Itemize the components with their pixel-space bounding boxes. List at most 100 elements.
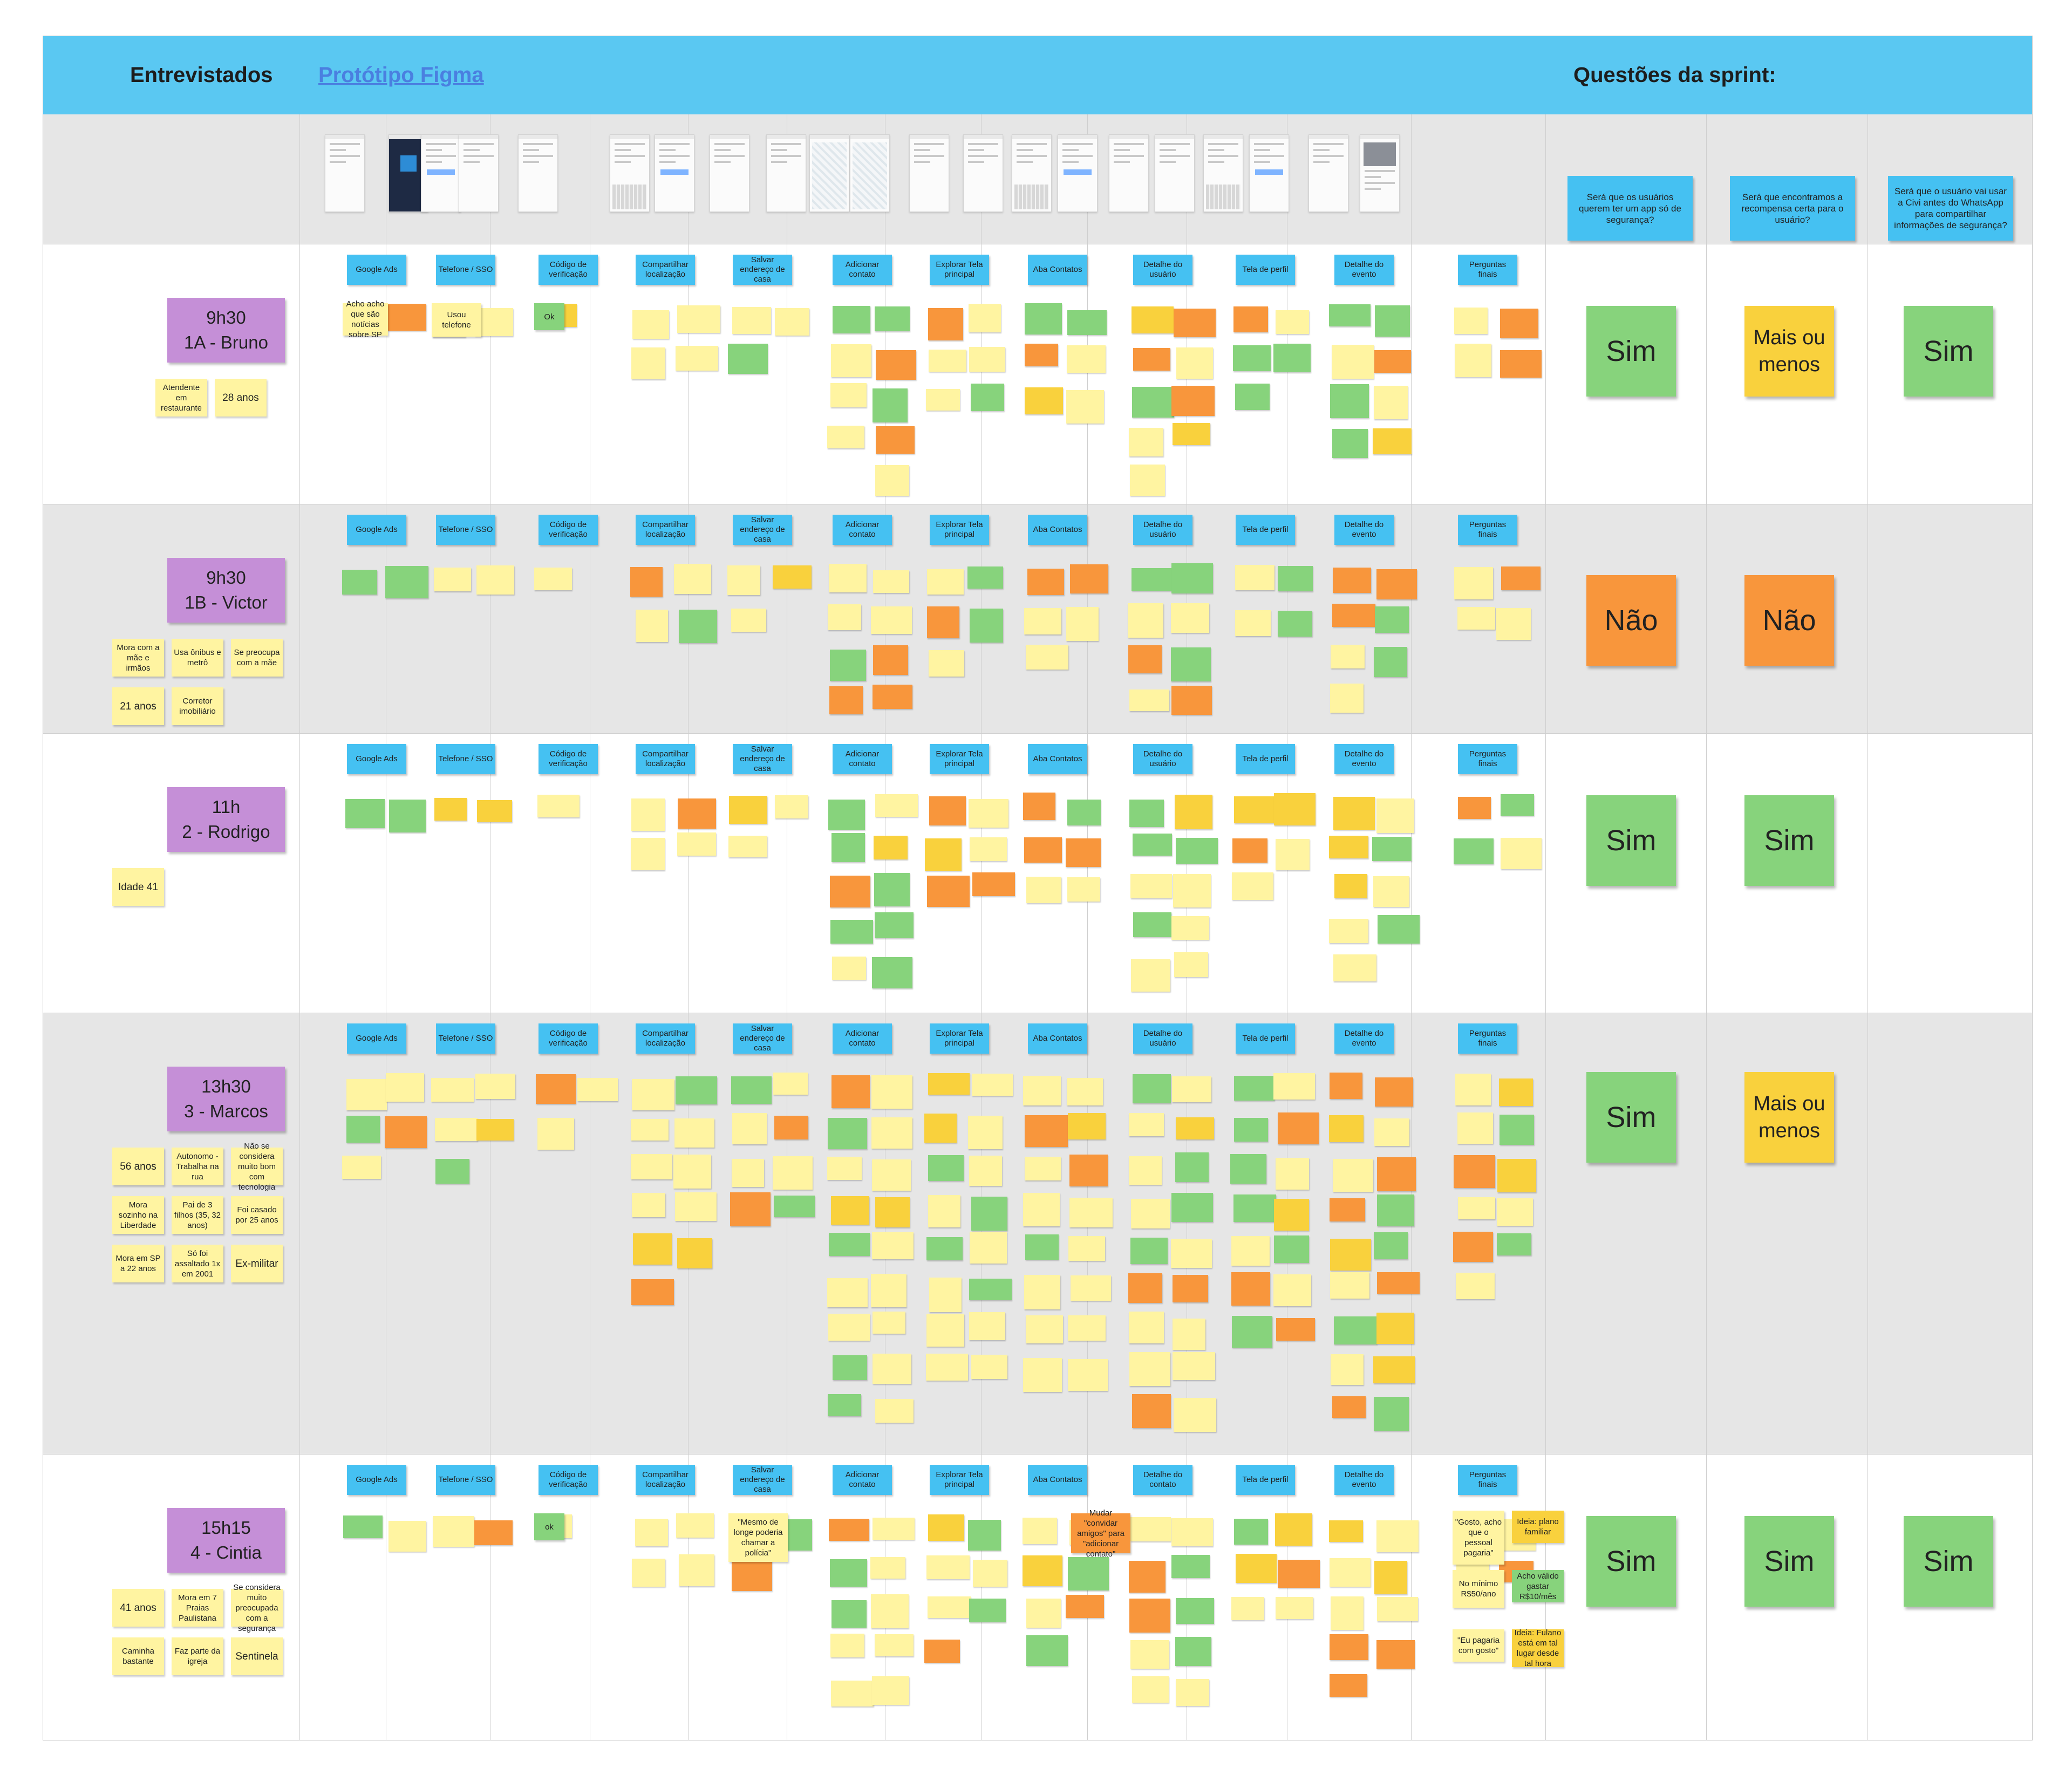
sticky-note bbox=[1457, 1112, 1493, 1144]
sticky-note bbox=[828, 1314, 870, 1341]
step-label: Adicionar contato bbox=[833, 255, 892, 285]
step-label: Compartilhar localização bbox=[636, 255, 695, 285]
sticky-note bbox=[1500, 309, 1538, 338]
sticky-note bbox=[1129, 1561, 1166, 1593]
sticky-note bbox=[1330, 384, 1369, 418]
sprint-answer: Sim bbox=[1744, 795, 1834, 886]
sticky-note bbox=[631, 1119, 669, 1141]
sticky-note bbox=[775, 308, 809, 336]
participant-note: Se considera muito preocupada com a segu… bbox=[231, 1583, 283, 1633]
participant-name: 9h30 1B - Victor bbox=[167, 558, 285, 623]
sticky-note bbox=[1276, 1318, 1315, 1341]
column-divider bbox=[1545, 114, 1546, 1740]
sticky-note bbox=[1068, 1557, 1109, 1590]
sticky-note bbox=[773, 1073, 808, 1095]
sticky-note bbox=[928, 1155, 964, 1181]
sticky-note bbox=[828, 800, 865, 830]
sticky-note bbox=[1234, 1118, 1268, 1142]
column-divider bbox=[688, 114, 689, 1740]
sticky-note bbox=[972, 872, 1015, 896]
sticky-note bbox=[1176, 347, 1213, 379]
sticky-note bbox=[875, 1634, 914, 1656]
sticky-note bbox=[926, 1237, 963, 1260]
sticky-note bbox=[1373, 876, 1409, 907]
step-label: Google Ads bbox=[347, 255, 406, 285]
sticky-note bbox=[1132, 568, 1173, 591]
sticky-note bbox=[1023, 1358, 1062, 1392]
sprint-question-2: Será que encontramos a recompensa certa … bbox=[1730, 176, 1855, 241]
readable-note-final5: "Eu pagaria com gosto" bbox=[1453, 1629, 1504, 1662]
sticky-note bbox=[1174, 1398, 1216, 1432]
step-label: Tela de perfil bbox=[1236, 255, 1295, 285]
sticky-note bbox=[1024, 837, 1062, 863]
sticky-note bbox=[970, 609, 1003, 643]
sticky-note bbox=[1377, 1597, 1418, 1621]
sticky-note bbox=[1497, 1159, 1536, 1192]
sticky-note bbox=[476, 1119, 514, 1141]
sticky-note bbox=[1171, 386, 1215, 416]
step-label: Compartilhar localização bbox=[636, 744, 695, 774]
readable-note-final1: "Gosto, acho que o pessoal pagaria" bbox=[1453, 1511, 1504, 1565]
sticky-note bbox=[1499, 1078, 1533, 1106]
sticky-note bbox=[829, 1519, 869, 1541]
step-label: Telefone / SSO bbox=[436, 1465, 495, 1495]
sticky-note bbox=[831, 1196, 869, 1225]
sprint-answer: Não bbox=[1744, 575, 1834, 666]
readable-note-contatos: Mudar "convidar amigos" para "adicionar … bbox=[1071, 1508, 1130, 1559]
sticky-note bbox=[1232, 1316, 1272, 1348]
column-divider bbox=[981, 114, 982, 1740]
sticky-note bbox=[828, 1118, 867, 1149]
sticky-note bbox=[929, 350, 966, 372]
prototype-screen bbox=[610, 134, 650, 212]
sticky-note bbox=[874, 873, 910, 906]
sticky-note bbox=[1130, 1238, 1168, 1264]
sticky-note bbox=[345, 799, 385, 828]
sticky-note bbox=[875, 1197, 910, 1227]
sticky-note bbox=[386, 1073, 424, 1102]
sticky-note bbox=[1172, 1076, 1211, 1102]
sticky-note bbox=[828, 604, 861, 630]
sticky-note bbox=[631, 1154, 672, 1179]
sticky-note bbox=[1332, 345, 1374, 379]
sticky-note bbox=[871, 1274, 906, 1307]
step-label: Perguntas finais bbox=[1458, 515, 1517, 545]
sticky-note bbox=[829, 1233, 870, 1256]
sticky-note bbox=[1497, 1198, 1533, 1226]
step-label: Explorar Tela principal bbox=[930, 255, 989, 285]
sprint-answer: Sim bbox=[1904, 306, 1993, 397]
sticky-note bbox=[1501, 838, 1542, 869]
sticky-note bbox=[727, 565, 760, 595]
prototype-screen bbox=[1058, 134, 1098, 212]
readable-note-final4: Acho válido gastar R$10/mês bbox=[1512, 1570, 1564, 1602]
figma-prototype-link[interactable]: Protótipo Figma bbox=[318, 63, 484, 87]
step-label: Explorar Tela principal bbox=[930, 1465, 989, 1495]
sticky-note bbox=[1374, 1118, 1409, 1146]
participant-note: Faz parte da igreja bbox=[172, 1637, 223, 1675]
sticky-note bbox=[1066, 390, 1104, 424]
sprint-answer: Sim bbox=[1586, 1072, 1676, 1163]
participant-note: Caminha bastante bbox=[112, 1637, 164, 1675]
sticky-note bbox=[1130, 465, 1165, 496]
sticky-note bbox=[1070, 564, 1108, 593]
step-label: Tela de perfil bbox=[1236, 1465, 1295, 1495]
participant-note: 28 anos bbox=[215, 379, 267, 417]
sticky-note bbox=[1133, 834, 1172, 856]
sticky-note bbox=[1129, 428, 1163, 456]
sticky-note bbox=[1025, 387, 1063, 414]
sticky-note bbox=[677, 832, 716, 856]
sprint-question-3: Será que o usuário vai usar a Civi antes… bbox=[1888, 176, 2013, 241]
step-label: Aba Contatos bbox=[1028, 1023, 1087, 1054]
sticky-note bbox=[674, 1118, 714, 1148]
sticky-note bbox=[1500, 1115, 1534, 1145]
row-band-1 bbox=[43, 244, 2032, 504]
sticky-note bbox=[924, 1114, 957, 1143]
sticky-note bbox=[828, 1394, 861, 1416]
sticky-note bbox=[830, 650, 866, 681]
sticky-note bbox=[346, 1116, 380, 1143]
sticky-note bbox=[631, 838, 665, 870]
sticky-note bbox=[633, 1233, 672, 1265]
sticky-note bbox=[1330, 1239, 1371, 1271]
prototype-screen bbox=[421, 134, 461, 212]
step-label: Google Ads bbox=[347, 515, 406, 545]
board-header: Entrevistados Protótipo Figma Questões d… bbox=[43, 36, 2032, 114]
